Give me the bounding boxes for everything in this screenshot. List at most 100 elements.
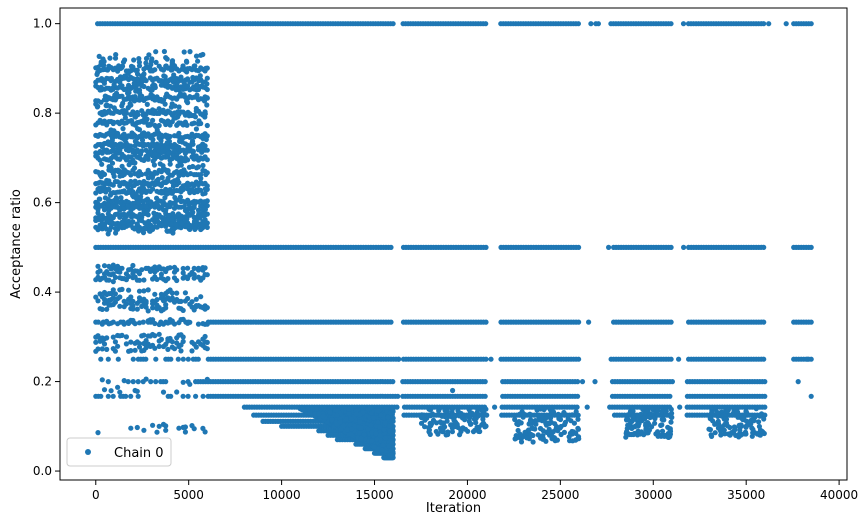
data-point	[199, 145, 205, 151]
data-point	[160, 343, 167, 350]
data-point	[156, 338, 162, 344]
data-point	[165, 145, 171, 151]
data-point	[136, 200, 142, 206]
data-point	[680, 21, 687, 27]
data-point	[808, 356, 814, 362]
data-point	[122, 57, 128, 63]
data-point	[588, 21, 594, 27]
data-point	[667, 393, 673, 399]
data-point	[193, 126, 199, 132]
data-point	[123, 108, 129, 114]
data-point	[483, 21, 489, 27]
data-point	[204, 86, 210, 93]
data-point	[125, 142, 131, 148]
data-point	[104, 149, 110, 155]
data-point	[161, 48, 167, 55]
data-point	[134, 71, 141, 77]
data-point	[203, 136, 209, 143]
data-point	[125, 90, 131, 96]
data-point	[117, 173, 123, 179]
data-point	[138, 151, 144, 157]
data-point	[148, 92, 154, 98]
data-point	[149, 174, 155, 181]
data-point	[202, 186, 208, 192]
data-point	[165, 338, 171, 344]
data-point	[134, 424, 140, 431]
data-point	[204, 339, 210, 345]
data-point	[112, 339, 118, 345]
data-point	[144, 116, 150, 122]
data-point	[669, 379, 676, 385]
data-point	[163, 268, 169, 275]
data-point	[395, 393, 401, 399]
data-point	[147, 268, 153, 274]
data-point	[143, 55, 150, 62]
data-point	[175, 109, 181, 115]
data-point	[99, 161, 105, 167]
data-point	[148, 199, 154, 205]
data-point	[388, 319, 394, 325]
data-point	[121, 224, 127, 230]
data-point	[110, 393, 116, 399]
data-point	[115, 321, 121, 327]
data-point	[112, 55, 119, 61]
data-point	[153, 49, 159, 55]
data-point	[117, 74, 124, 80]
data-point	[168, 356, 174, 362]
data-point	[132, 226, 138, 232]
data-point	[130, 262, 136, 269]
data-point	[128, 63, 135, 69]
data-point	[579, 379, 586, 385]
data-point	[101, 387, 108, 393]
data-point	[204, 346, 210, 352]
data-point	[141, 427, 147, 433]
data-point	[135, 126, 141, 132]
data-point	[100, 67, 106, 73]
data-point	[766, 21, 772, 27]
data-point	[130, 356, 136, 362]
data-point	[153, 379, 159, 385]
data-point	[143, 204, 149, 210]
data-point	[172, 200, 178, 206]
data-point	[182, 83, 188, 89]
data-point	[575, 379, 581, 385]
data-point	[101, 341, 108, 347]
data-point	[141, 288, 147, 294]
data-point	[153, 124, 160, 130]
data-point	[131, 57, 137, 63]
data-point	[117, 269, 123, 275]
data-point	[155, 202, 161, 209]
data-point	[187, 190, 193, 196]
data-point	[202, 333, 208, 340]
data-point	[95, 319, 101, 325]
data-point	[155, 176, 161, 182]
data-point	[100, 141, 106, 148]
data-point	[483, 356, 489, 362]
data-point	[161, 73, 167, 79]
data-point	[111, 105, 117, 111]
data-point	[115, 169, 121, 175]
data-point	[180, 393, 186, 399]
data-point	[156, 130, 162, 136]
data-point	[388, 244, 394, 250]
data-point	[119, 286, 125, 292]
data-point	[762, 379, 768, 385]
data-point	[194, 82, 200, 88]
data-point	[120, 100, 126, 106]
data-point	[141, 277, 147, 283]
data-point	[135, 112, 141, 118]
data-point	[139, 184, 145, 190]
data-point	[164, 228, 171, 234]
data-point	[152, 333, 158, 339]
data-point	[150, 305, 156, 311]
data-point	[178, 348, 184, 354]
data-point	[177, 138, 183, 144]
data-point	[118, 195, 124, 201]
data-point	[202, 219, 208, 225]
data-point	[188, 171, 194, 177]
data-point	[189, 299, 195, 305]
data-point	[165, 175, 171, 181]
data-point	[96, 53, 102, 60]
data-point	[104, 306, 110, 312]
data-point	[109, 138, 115, 144]
